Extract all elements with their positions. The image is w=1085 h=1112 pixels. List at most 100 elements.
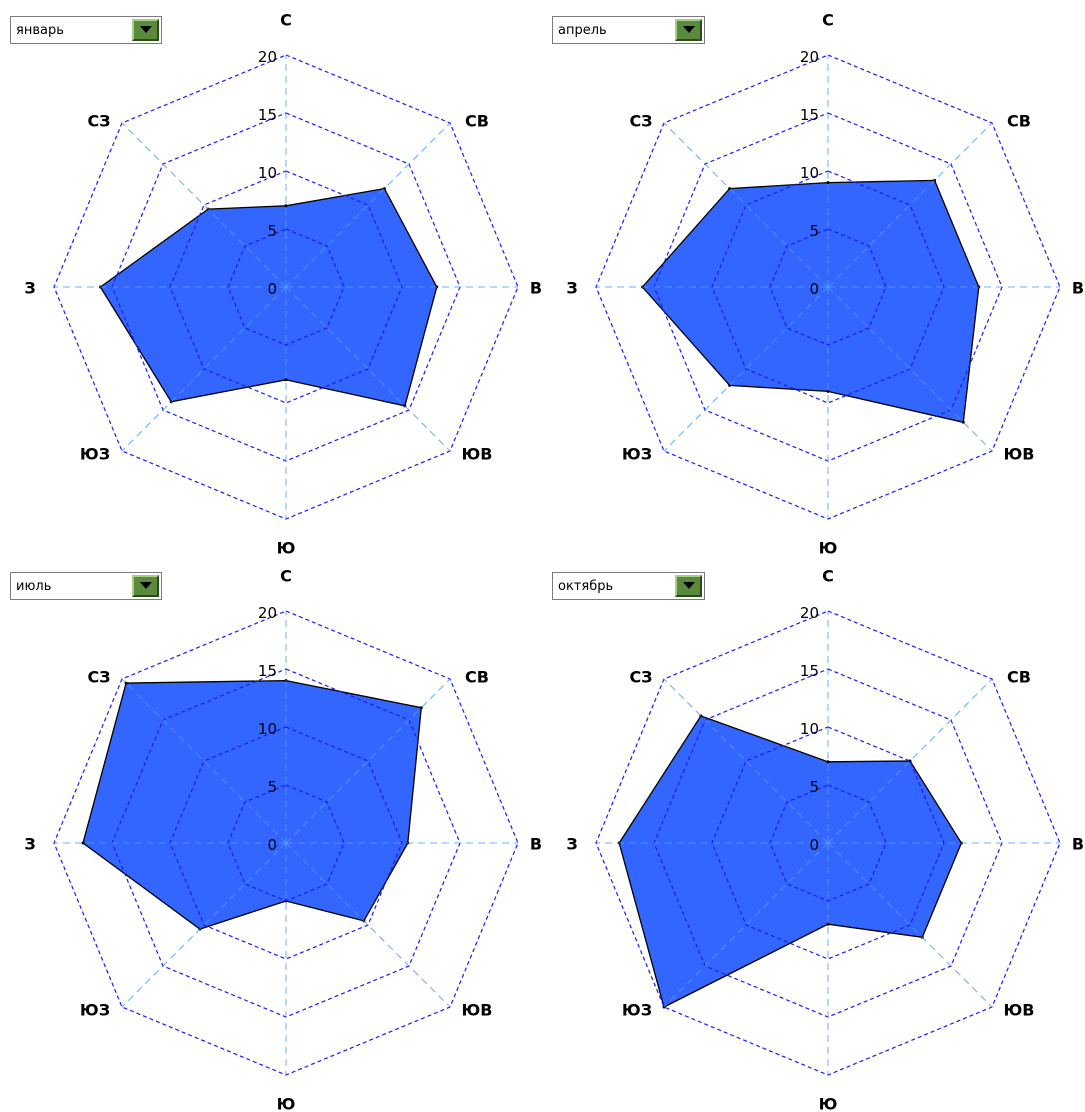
grid-ring xyxy=(227,784,345,902)
dropdown-button[interactable] xyxy=(132,19,159,41)
dropdown-button[interactable] xyxy=(675,575,702,597)
month-select-value: январь xyxy=(16,23,64,38)
tick-label: 15 xyxy=(800,662,819,680)
radar-chart: 0 5 10 15 20С СВ В ЮВ Ю ЮЗ З СЗ xyxy=(566,567,1084,1112)
direction-label: СВ xyxy=(1007,668,1031,687)
axis-spoke xyxy=(121,678,287,844)
tick-label: 5 xyxy=(809,778,819,796)
axis-spoke xyxy=(663,678,829,844)
data-point-7 xyxy=(81,841,85,845)
axis-spoke xyxy=(285,842,451,1008)
data-area xyxy=(641,179,980,424)
direction-label: ЮЗ xyxy=(80,1001,110,1020)
direction-label: СВ xyxy=(465,112,489,131)
tick-label: 20 xyxy=(800,48,819,66)
direction-label: В xyxy=(530,835,542,854)
chevron-down-icon xyxy=(682,582,695,589)
data-point-5 xyxy=(284,378,288,382)
axis-spoke xyxy=(827,286,993,452)
direction-label: СЗ xyxy=(87,668,110,687)
tick-label: 10 xyxy=(800,164,819,182)
chevron-down-icon xyxy=(139,582,152,589)
data-area xyxy=(82,679,423,930)
direction-label: СЗ xyxy=(629,668,652,687)
tick-label: 20 xyxy=(258,48,277,66)
grid-ring xyxy=(769,784,887,902)
radar-panel-january: 0 5 10 15 20 С СВ В ЮВ Ю ЮЗ З СЗ январь xyxy=(0,0,542,558)
axis-spoke xyxy=(285,122,451,288)
tick-label: 5 xyxy=(267,222,277,240)
month-select-value: июль xyxy=(16,579,52,594)
month-select-value: октябрь xyxy=(558,579,614,594)
radar-chart: 0 5 10 15 20С СВ В ЮВ Ю ЮЗ З СЗ xyxy=(24,567,542,1112)
direction-label: СЗ xyxy=(629,112,652,131)
direction-label: З xyxy=(24,279,35,298)
dropdown-button[interactable] xyxy=(132,575,159,597)
direction-label: ЮЗ xyxy=(80,445,110,464)
axis-spoke xyxy=(121,286,287,452)
axis-spoke xyxy=(121,122,287,288)
direction-label: ЮВ xyxy=(1004,1001,1035,1020)
data-point-8 xyxy=(124,681,128,685)
month-select-value: апрель xyxy=(558,23,607,38)
grid-ring xyxy=(711,726,945,960)
tick-label: 15 xyxy=(258,662,277,680)
axis-spoke xyxy=(121,842,287,1008)
direction-label: С xyxy=(822,11,834,30)
axis-spoke xyxy=(285,286,451,452)
tick-label: 0 xyxy=(267,836,277,854)
direction-label: З xyxy=(566,279,577,298)
tick-label: 5 xyxy=(809,222,819,240)
tick-label: 15 xyxy=(800,106,819,124)
direction-label: Ю xyxy=(819,539,838,558)
month-select[interactable]: апрель xyxy=(552,16,705,44)
tick-label: 15 xyxy=(258,106,277,124)
dropdown-button[interactable] xyxy=(675,19,702,41)
grid-ring xyxy=(227,228,345,346)
month-select[interactable]: июль xyxy=(10,572,162,600)
radar-chart: 0 5 10 15 20С СВ В ЮВ Ю ЮЗ З СЗ xyxy=(24,11,542,558)
tick-label: 20 xyxy=(258,604,277,622)
axis-spoke xyxy=(827,122,993,288)
axis-spoke xyxy=(827,678,993,844)
direction-label: ЮВ xyxy=(462,445,493,464)
tick-label: 20 xyxy=(800,604,819,622)
tick-label: 10 xyxy=(258,720,277,738)
direction-label: ЮЗ xyxy=(622,1001,652,1020)
tick-label: 10 xyxy=(258,164,277,182)
direction-label: С xyxy=(280,567,292,586)
direction-label: СВ xyxy=(1007,112,1031,131)
radar-panel-july: 0 5 10 15 20 С СВ В ЮВ Ю ЮЗ З СЗ июль xyxy=(0,556,542,1112)
tick-label: 0 xyxy=(809,836,819,854)
data-point-5 xyxy=(826,389,830,393)
data-point-5 xyxy=(826,922,830,926)
direction-label: В xyxy=(1072,835,1084,854)
data-point-1 xyxy=(826,181,830,185)
direction-label: С xyxy=(822,567,834,586)
tick-label: 0 xyxy=(267,280,277,298)
month-select[interactable]: январь xyxy=(10,16,162,44)
tick-label: 5 xyxy=(267,778,277,796)
axis-spoke xyxy=(663,286,829,452)
axis-spoke xyxy=(827,842,993,1008)
grid-ring xyxy=(169,170,403,404)
chevron-down-icon xyxy=(682,26,695,33)
radar-panel-october: 0 5 10 15 20 С СВ В ЮВ Ю ЮЗ З СЗ октябрь xyxy=(542,556,1084,1112)
radar-chart: 0 5 10 15 20С СВ В ЮВ Ю ЮЗ З СЗ xyxy=(566,11,1084,558)
grid-ring xyxy=(169,726,403,960)
data-point-1 xyxy=(284,204,288,208)
axis-spoke xyxy=(663,842,829,1008)
data-point-1 xyxy=(826,760,830,764)
direction-label: Ю xyxy=(277,539,296,558)
direction-label: ЮЗ xyxy=(622,445,652,464)
tick-label: 0 xyxy=(809,280,819,298)
direction-label: В xyxy=(530,279,542,298)
month-select[interactable]: октябрь xyxy=(552,572,705,600)
axis-spoke xyxy=(663,122,829,288)
direction-label: З xyxy=(566,835,577,854)
direction-label: СВ xyxy=(465,668,489,687)
grid-ring xyxy=(769,228,887,346)
axis-spoke xyxy=(285,678,451,844)
tick-label: 10 xyxy=(800,720,819,738)
direction-label: ЮВ xyxy=(1004,445,1035,464)
